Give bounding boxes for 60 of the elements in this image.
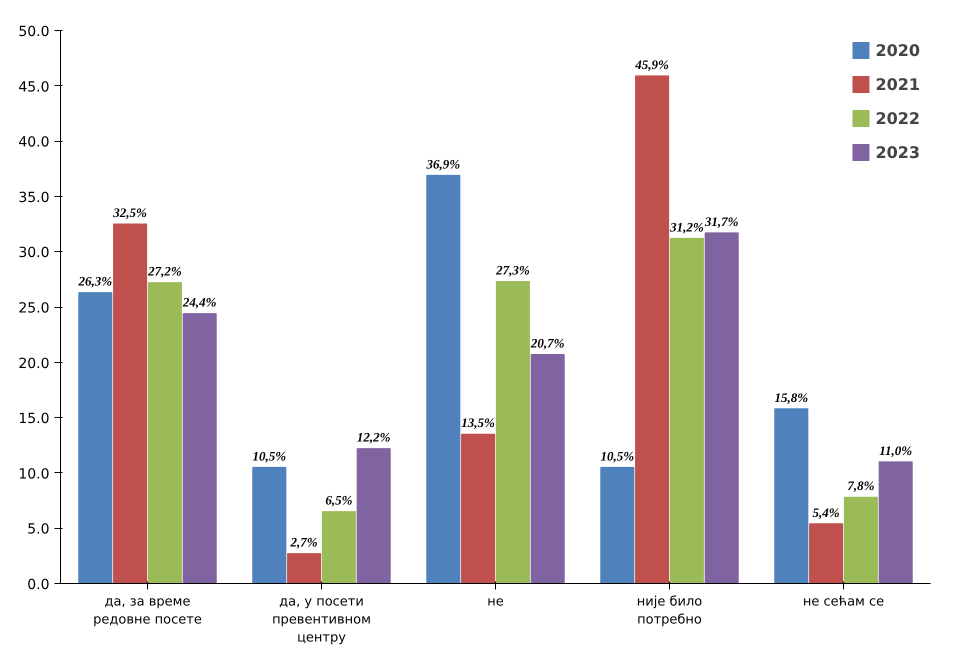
- data-label: 27,2%: [147, 264, 182, 279]
- y-tick-label: 5.0: [27, 522, 50, 538]
- bar: [774, 408, 808, 584]
- data-label: 15,8%: [774, 390, 808, 405]
- bar: [530, 354, 565, 584]
- y-tick-label: 30.0: [18, 245, 50, 262]
- data-label: 32,5%: [112, 205, 148, 220]
- bar: [113, 224, 148, 584]
- data-label: 11,0%: [879, 442, 912, 458]
- data-label: 31,2%: [669, 219, 704, 234]
- bar: [844, 496, 878, 584]
- data-label: 45,9%: [634, 56, 670, 72]
- data-label: 10,5%: [600, 448, 634, 464]
- bar: [78, 292, 112, 584]
- y-tick-label: 10.0: [18, 466, 50, 482]
- x-tick-label: не: [487, 594, 504, 610]
- bar: [878, 461, 913, 584]
- legend-label: 2023: [875, 142, 920, 162]
- bar: [426, 174, 460, 584]
- data-label: 24,4%: [182, 294, 217, 310]
- data-label: 2,7%: [290, 534, 318, 550]
- y-tick-label: 0.0: [27, 577, 50, 593]
- bar: [635, 75, 670, 584]
- x-tick-label: не сећам се: [802, 594, 884, 610]
- bar: [287, 553, 322, 584]
- y-tick-label: 45.0: [18, 79, 50, 96]
- y-tick-label: 15.0: [18, 411, 50, 428]
- data-label: 27,3%: [495, 262, 530, 278]
- bar: [670, 238, 704, 584]
- bar: [356, 448, 391, 584]
- data-label: 13,5%: [461, 415, 496, 430]
- data-label: 12,2%: [356, 430, 391, 445]
- bar: [322, 511, 356, 584]
- bar: [252, 466, 286, 584]
- x-tick-label: да, за време редовне посете: [93, 594, 202, 628]
- bar: [148, 282, 182, 584]
- bar: [182, 313, 217, 584]
- bar: [704, 232, 739, 584]
- data-label: 26,3%: [78, 274, 112, 289]
- data-label: 20,7%: [530, 336, 565, 351]
- bar: [809, 523, 844, 584]
- y-tick-label: 20.0: [18, 356, 50, 372]
- y-tick-label: 40.0: [18, 134, 50, 151]
- data-label: 6,5%: [325, 492, 353, 508]
- bar: [600, 466, 634, 584]
- data-label: 10,5%: [252, 448, 286, 464]
- legend-label: 2020: [875, 40, 920, 60]
- x-tick-label: није било потребно: [636, 594, 702, 628]
- y-tick-label: 25.0: [18, 300, 50, 316]
- bar: [496, 281, 530, 584]
- data-label: 31,7%: [704, 214, 739, 229]
- y-tick-label: 35.0: [18, 190, 50, 206]
- data-label: 5,4%: [812, 504, 840, 520]
- data-label: 36,9%: [426, 156, 460, 172]
- x-tick-label: да, у посети превентивном центру: [272, 594, 371, 646]
- legend-label: 2021: [875, 74, 920, 94]
- legend-label: 2022: [875, 108, 920, 128]
- bar: [461, 434, 496, 584]
- data-label: 7,8%: [847, 478, 875, 494]
- y-tick-label: 50.0: [18, 24, 50, 40]
